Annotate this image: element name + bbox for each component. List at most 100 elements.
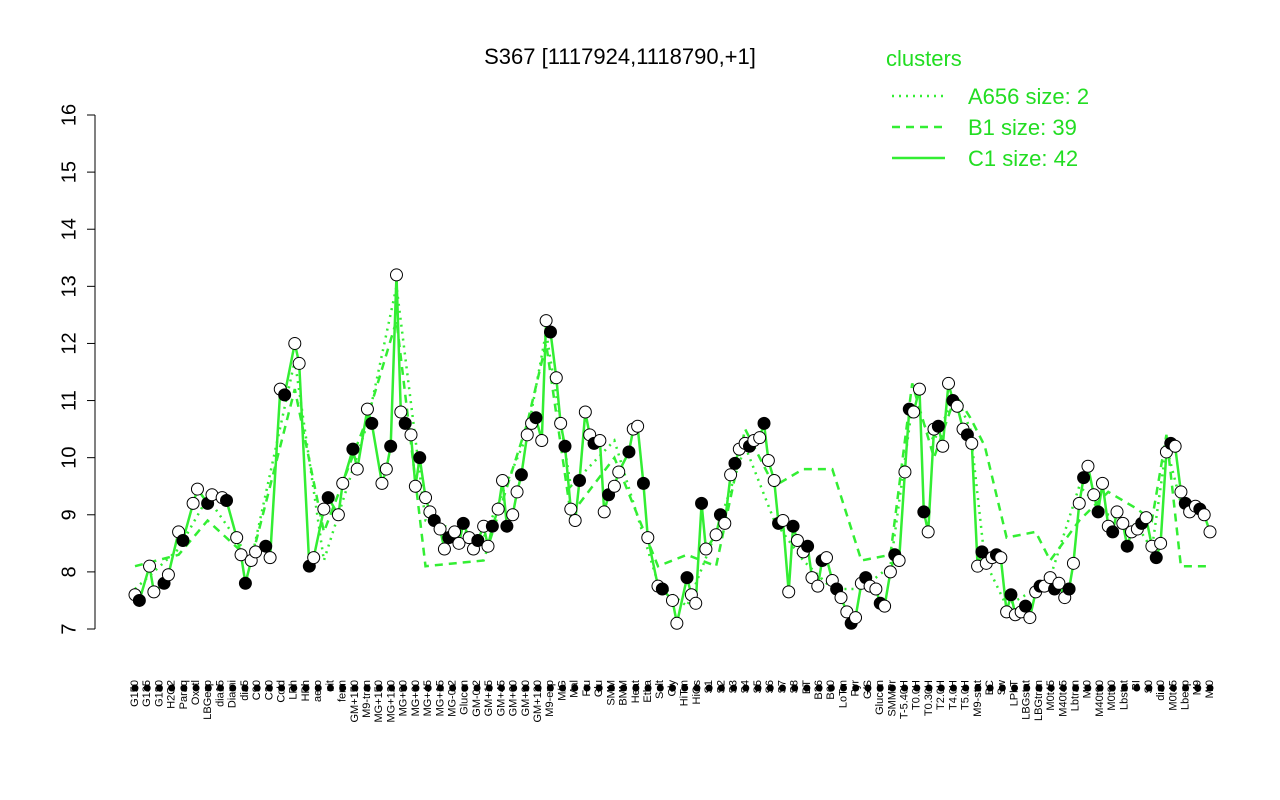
- x-rug-mark: [681, 684, 689, 692]
- x-tick-label: T0.30H: [923, 680, 935, 716]
- x-tick-label: G135: [141, 680, 153, 707]
- y-tick-label: 13: [58, 275, 80, 297]
- x-tick-label: Heat: [630, 680, 642, 703]
- data-point: [1066, 556, 1080, 570]
- x-rug-mark: [888, 684, 896, 692]
- y-tick-label: 10: [58, 447, 80, 469]
- x-rug-mark: [192, 684, 200, 692]
- data-point: [549, 371, 563, 385]
- data-point: [360, 402, 374, 416]
- data-point: [699, 542, 713, 556]
- data-point: [249, 545, 263, 559]
- data-point: [1139, 511, 1153, 525]
- x-rug-mark: [1059, 684, 1067, 692]
- data-point: [500, 519, 514, 533]
- data-point: [520, 428, 534, 442]
- x-tick-label: C90: [251, 680, 263, 700]
- x-tick-label: G150: [129, 680, 141, 707]
- x-rug-mark: [864, 684, 872, 692]
- x-tick-label: Etha: [642, 679, 654, 703]
- legend-label: B1 size: 39: [968, 115, 1077, 140]
- x-tick-label: MG+45: [422, 680, 434, 716]
- data-point: [263, 551, 277, 565]
- x-tick-label: dia5: [239, 680, 251, 701]
- data-points: [128, 268, 1217, 630]
- data-point: [384, 439, 398, 453]
- x-rug-mark: [1035, 684, 1043, 692]
- data-point: [883, 565, 897, 579]
- data-point: [350, 462, 364, 476]
- x-tick-label: LoTm: [837, 680, 849, 708]
- x-rug-mark: [412, 684, 420, 692]
- x-rug-mark: [717, 684, 725, 692]
- x-tick-label: B36: [813, 680, 825, 700]
- x-rug-mark: [265, 684, 273, 692]
- data-point: [878, 599, 892, 613]
- data-point: [898, 465, 912, 479]
- x-rug-mark: [1133, 684, 1141, 692]
- x-rug-mark: [168, 684, 176, 692]
- data-point: [1110, 505, 1124, 519]
- x-rug-mark: [1182, 684, 1190, 692]
- x-tick-label: HiOs: [691, 680, 703, 705]
- x-tick-label: MG+15: [434, 680, 446, 716]
- data-point: [801, 539, 815, 553]
- data-point: [689, 596, 703, 610]
- y-tick-label: 7: [58, 623, 80, 634]
- data-point: [942, 376, 956, 390]
- data-point: [471, 533, 485, 547]
- x-tick-label: T4.0H: [947, 680, 959, 710]
- x-rug-mark: [559, 684, 567, 692]
- data-point: [539, 314, 553, 328]
- data-point: [597, 505, 611, 519]
- data-point: [975, 545, 989, 559]
- data-point: [921, 525, 935, 539]
- data-point: [506, 508, 520, 522]
- data-point: [234, 548, 248, 562]
- data-point: [365, 416, 379, 430]
- data-point: [1077, 471, 1091, 485]
- data-point: [568, 513, 582, 527]
- data-point: [776, 513, 790, 527]
- x-tick-label: M/G: [556, 680, 568, 701]
- x-rug-mark: [229, 684, 237, 692]
- data-point: [1149, 551, 1163, 565]
- data-point: [456, 516, 470, 530]
- data-point: [433, 522, 447, 536]
- data-point: [510, 485, 524, 499]
- data-point: [481, 539, 495, 553]
- data-point: [346, 442, 360, 456]
- data-point: [819, 551, 833, 565]
- x-rug-mark: [974, 684, 982, 692]
- y-tick-label: 11: [58, 390, 80, 411]
- data-point: [1174, 485, 1188, 499]
- data-point: [331, 508, 345, 522]
- x-tick-label: T-5.40H: [899, 680, 911, 719]
- data-point: [1081, 459, 1095, 473]
- x-tick-label: GM-0.2: [471, 680, 483, 717]
- data-point: [379, 462, 393, 476]
- x-rug-mark: [901, 684, 909, 692]
- legend-label: C1 size: 42: [968, 146, 1078, 171]
- data-point: [782, 585, 796, 599]
- data-point: [1052, 576, 1066, 590]
- x-rug-mark: [876, 684, 884, 692]
- data-point: [491, 502, 505, 516]
- data-point: [278, 388, 292, 402]
- data-point: [931, 419, 945, 433]
- data-point: [147, 585, 161, 599]
- x-tick-label: G/S: [862, 680, 874, 699]
- data-point: [622, 445, 636, 459]
- x-rug-mark: [986, 684, 994, 692]
- data-point: [718, 516, 732, 530]
- data-point: [496, 474, 510, 488]
- x-rug-mark: [1084, 684, 1092, 692]
- y-tick-label: 8: [58, 566, 80, 577]
- data-point: [1087, 488, 1101, 502]
- x-tick-label: Sw: [996, 680, 1008, 695]
- x-rug-mark: [461, 684, 469, 692]
- x-tick-label: MG+150: [373, 680, 385, 723]
- x-rug-mark: [473, 684, 481, 692]
- x-tick-label: Mt0: [1082, 680, 1094, 698]
- data-point: [612, 465, 626, 479]
